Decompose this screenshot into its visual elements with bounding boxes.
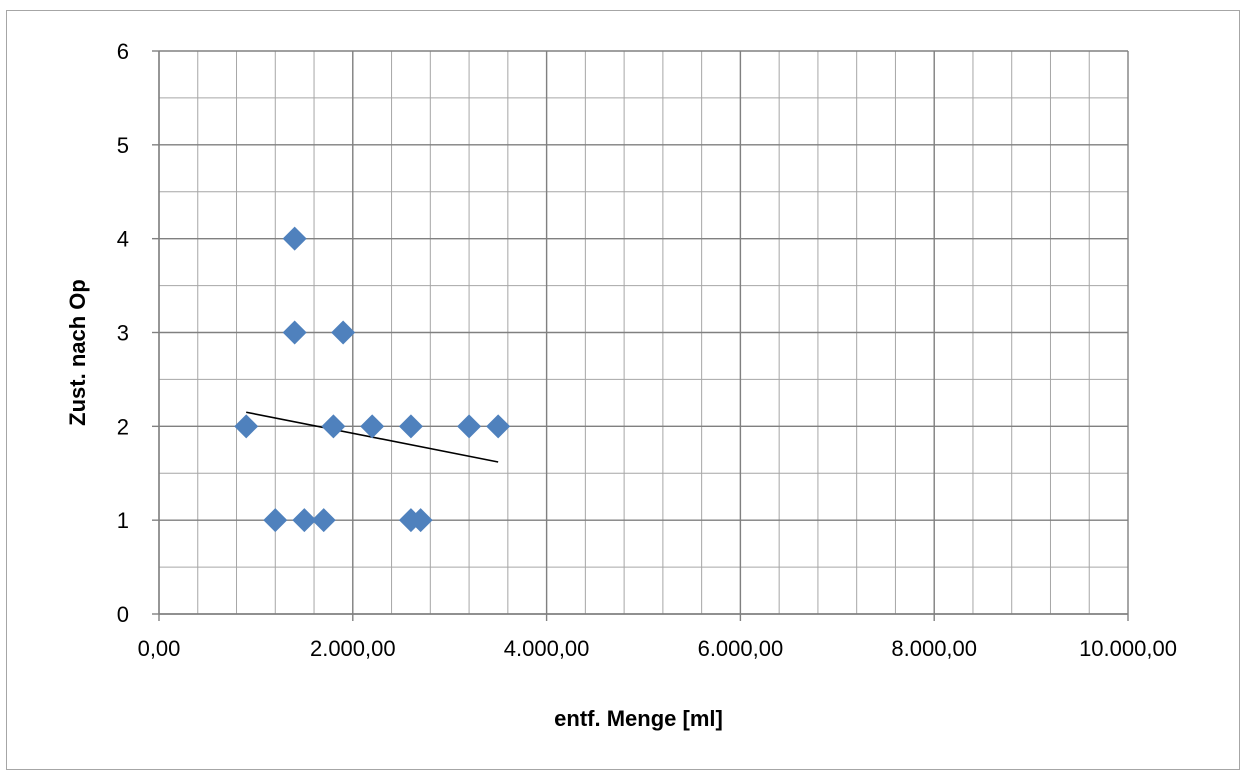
x-tick-label: 10.000,00 (1079, 636, 1177, 661)
data-point (457, 414, 482, 439)
data-point (321, 414, 346, 439)
y-tick-label: 3 (117, 321, 129, 346)
x-axis-title: entf. Menge [ml] (554, 706, 723, 731)
data-point (234, 414, 259, 439)
data-point (282, 320, 307, 345)
axes (152, 50, 1129, 621)
data-point (486, 414, 511, 439)
data-point (360, 414, 385, 439)
x-tick-label: 8.000,00 (891, 636, 977, 661)
y-tick-label: 0 (117, 602, 129, 627)
x-tick-label: 2.000,00 (310, 636, 396, 661)
y-tick-label: 6 (117, 39, 129, 64)
x-tick-label: 6.000,00 (698, 636, 784, 661)
x-tick-labels: 0,00 2.000,00 4.000,00 6.000,00 8.000,00 10.0… (138, 636, 1177, 661)
data-point (398, 414, 423, 439)
data-point (311, 508, 336, 533)
chart-frame: 0,00 2.000,00 4.000,00 6.000,00 8.000,00 10.0… (6, 10, 1240, 770)
y-tick-label: 1 (117, 508, 129, 533)
data-point (408, 508, 433, 533)
y-tick-label: 4 (117, 227, 129, 252)
y-axis-title: Zust. nach Op (65, 279, 90, 426)
y-tick-labels: 0 1 2 3 4 5 6 (117, 39, 129, 627)
x-tick-label: 0,00 (138, 636, 181, 661)
data-point (292, 508, 317, 533)
scatter-chart: 0,00 2.000,00 4.000,00 6.000,00 8.000,00 10.0… (65, 39, 1177, 731)
y-tick-label: 5 (117, 133, 129, 158)
y-tick-label: 2 (117, 414, 129, 439)
data-point (282, 226, 307, 251)
data-points (234, 226, 511, 533)
x-tick-label: 4.000,00 (504, 636, 590, 661)
data-point (263, 508, 288, 533)
data-point (331, 320, 356, 345)
